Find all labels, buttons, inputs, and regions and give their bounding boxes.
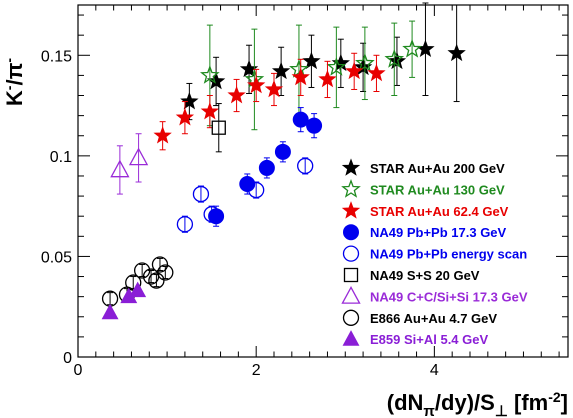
- series-8: [101, 281, 147, 320]
- legend-label: NA49 S+S 20 GeV: [370, 268, 480, 283]
- data-point: [274, 143, 291, 160]
- series-3: [208, 107, 323, 227]
- series-0: [180, 2, 466, 121]
- axes: [77, 4, 569, 358]
- legend-label: NA49 C+C/Si+Si 17.3 GeV: [370, 289, 528, 304]
- data-point: [402, 38, 422, 58]
- plot-frame: [77, 4, 569, 358]
- data-point: [258, 159, 275, 176]
- y-axis-title: K-/π-: [1, 58, 27, 107]
- y-tick-label: 0: [63, 350, 72, 367]
- data-point: [367, 63, 386, 82]
- legend-label: NA49 Pb+Pb 17.3 GeV: [370, 225, 507, 240]
- plot-area: [101, 2, 466, 320]
- data-point: [239, 176, 256, 193]
- data-point: [291, 67, 310, 86]
- data-point: [326, 56, 347, 76]
- data-point: [345, 61, 364, 80]
- data-point: [129, 281, 147, 298]
- legend-label: NA49 Pb+Pb energy scan: [370, 247, 527, 262]
- data-point: [101, 303, 119, 320]
- legend-label: E859 Si+Al 5.4 GeV: [370, 332, 488, 347]
- data-point: [227, 85, 246, 104]
- data-point: [247, 75, 266, 94]
- legend-marker: [342, 330, 360, 346]
- legend-marker: [341, 286, 361, 304]
- legend-label: STAR Au+Au 200 GeV: [370, 161, 505, 176]
- data-point: [353, 57, 373, 76]
- y-tick-label: 0.1: [50, 149, 72, 166]
- ticks: [77, 5, 568, 358]
- legend-marker: [341, 179, 361, 198]
- data-point: [157, 264, 174, 281]
- data-point: [248, 181, 265, 199]
- x-tick-label: 4: [430, 362, 439, 379]
- data-point: [128, 147, 149, 166]
- legend-label: STAR Au+Au 62.4 GeV: [370, 204, 509, 219]
- legend-label: STAR Au+Au 130 GeV: [370, 182, 505, 197]
- data-point: [151, 256, 169, 273]
- data-point: [384, 48, 405, 68]
- legend-marker: [342, 245, 360, 262]
- data-point: [306, 117, 323, 134]
- data-point: [200, 65, 220, 84]
- data-point: [271, 61, 291, 80]
- x-tick-label: 0: [74, 362, 83, 379]
- data-point: [355, 52, 375, 72]
- legend-marker: [342, 309, 360, 326]
- legend-label: E866 Au+Au 4.7 GeV: [370, 311, 497, 326]
- data-point: [203, 206, 220, 223]
- data-point: [192, 185, 210, 203]
- tick-labels: 0 2 4 0 0.05 0.1 0.15: [41, 48, 439, 379]
- data-point: [175, 107, 195, 126]
- legend: STAR Au+Au 200 GeV STAR Au+Au 130 GeV STAR…: [341, 158, 528, 347]
- legend-marker: [341, 158, 361, 176]
- data-point: [176, 216, 194, 233]
- data-point: [110, 159, 130, 178]
- x-tick-label: 2: [252, 362, 261, 379]
- legend-marker: [343, 267, 359, 283]
- data-point: [302, 51, 321, 70]
- data-point: [297, 157, 314, 175]
- data-point: [447, 43, 466, 62]
- data-point: [292, 111, 309, 128]
- data-point: [318, 69, 337, 88]
- series-6: [110, 133, 149, 195]
- series-5: [211, 103, 226, 153]
- legend-marker: [343, 224, 359, 241]
- y-tick-label: 0.05: [41, 249, 72, 266]
- y-tick-label: 0.15: [41, 48, 72, 65]
- series-4: [176, 157, 314, 233]
- legend-marker: [341, 201, 361, 219]
- series-7: [101, 256, 174, 307]
- data-point: [264, 79, 284, 98]
- data-point: [239, 59, 259, 78]
- data-point: [148, 272, 165, 289]
- x-axis-title: (dNπ/dy)/S⊥ [fm-2]: [387, 389, 568, 418]
- data-point: [200, 101, 220, 120]
- series-2: [153, 52, 386, 151]
- data-point: [153, 126, 172, 144]
- data-point: [211, 120, 226, 135]
- data-point: [180, 91, 199, 110]
